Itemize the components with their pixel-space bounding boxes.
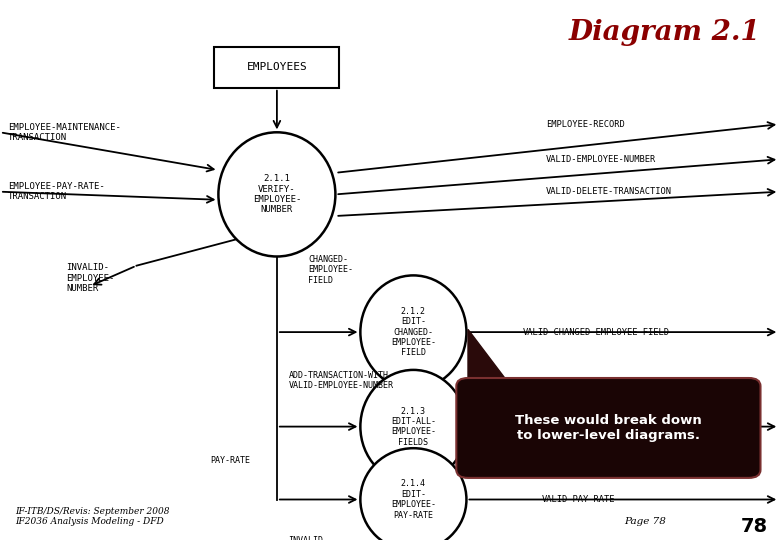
Text: 2.1.4
EDIT-
EMPLOYEE-
PAY-RATE: 2.1.4 EDIT- EMPLOYEE- PAY-RATE	[391, 480, 436, 519]
Text: Diagram 2.1: Diagram 2.1	[569, 19, 760, 46]
Text: Page 78: Page 78	[624, 517, 666, 526]
Text: VALID-PAY-RATE: VALID-PAY-RATE	[542, 495, 615, 504]
Polygon shape	[468, 329, 511, 386]
Text: ADD-TRANSACTION-WITH-
VALID-EMPLOYEE-NUMBER: ADD-TRANSACTION-WITH- VALID-EMPLOYEE-NUM…	[289, 371, 394, 390]
Ellipse shape	[360, 448, 466, 540]
Text: VALID-CHANGED-EMPLOYEE-FIELD: VALID-CHANGED-EMPLOYEE-FIELD	[523, 328, 669, 336]
Ellipse shape	[360, 275, 466, 389]
Text: IF-ITB/DS/Revis: September 2008
IF2036 Analysis Modeling - DFD: IF-ITB/DS/Revis: September 2008 IF2036 A…	[16, 507, 170, 526]
Text: 2.1.1
VERIFY-
EMPLOYEE-
NUMBER: 2.1.1 VERIFY- EMPLOYEE- NUMBER	[253, 174, 301, 214]
Text: INVALID-
PAY-RATE: INVALID- PAY-RATE	[289, 536, 328, 540]
Text: 78: 78	[741, 517, 768, 536]
Text: 2.1.2
EDIT-
CHANGED-
EMPLOYEE-
FIELD: 2.1.2 EDIT- CHANGED- EMPLOYEE- FIELD	[391, 307, 436, 357]
Text: EMPLOYEE-MAINTENANCE-
TRANSACTION: EMPLOYEE-MAINTENANCE- TRANSACTION	[8, 123, 121, 142]
Text: EMPLOYEE-PAY-RATE-
TRANSACTION: EMPLOYEE-PAY-RATE- TRANSACTION	[8, 182, 105, 201]
Text: These would break down
to lower-level diagrams.: These would break down to lower-level di…	[515, 414, 702, 442]
Text: VALID-ADD-TRANSACTION: VALID-ADD-TRANSACTION	[542, 422, 652, 431]
Text: EMPLOYEES: EMPLOYEES	[246, 63, 307, 72]
Text: VALID-DELETE-TRANSACTION: VALID-DELETE-TRANSACTION	[546, 187, 672, 196]
Text: PAY-RATE: PAY-RATE	[211, 456, 250, 464]
Ellipse shape	[218, 132, 335, 256]
FancyBboxPatch shape	[215, 47, 339, 87]
Text: VALID-EMPLOYEE-NUMBER: VALID-EMPLOYEE-NUMBER	[546, 155, 656, 164]
Ellipse shape	[360, 370, 466, 483]
Text: EMPLOYEE-RECORD: EMPLOYEE-RECORD	[546, 120, 625, 129]
Text: INVALID-
EMPLOYEE-
NUMBER: INVALID- EMPLOYEE- NUMBER	[66, 263, 115, 293]
FancyBboxPatch shape	[456, 378, 760, 478]
Text: CHANGED-
EMPLOYEE-
FIELD: CHANGED- EMPLOYEE- FIELD	[308, 255, 353, 285]
Text: 2.1.3
EDIT-ALL-
EMPLOYEE-
FIELDS: 2.1.3 EDIT-ALL- EMPLOYEE- FIELDS	[391, 407, 436, 447]
